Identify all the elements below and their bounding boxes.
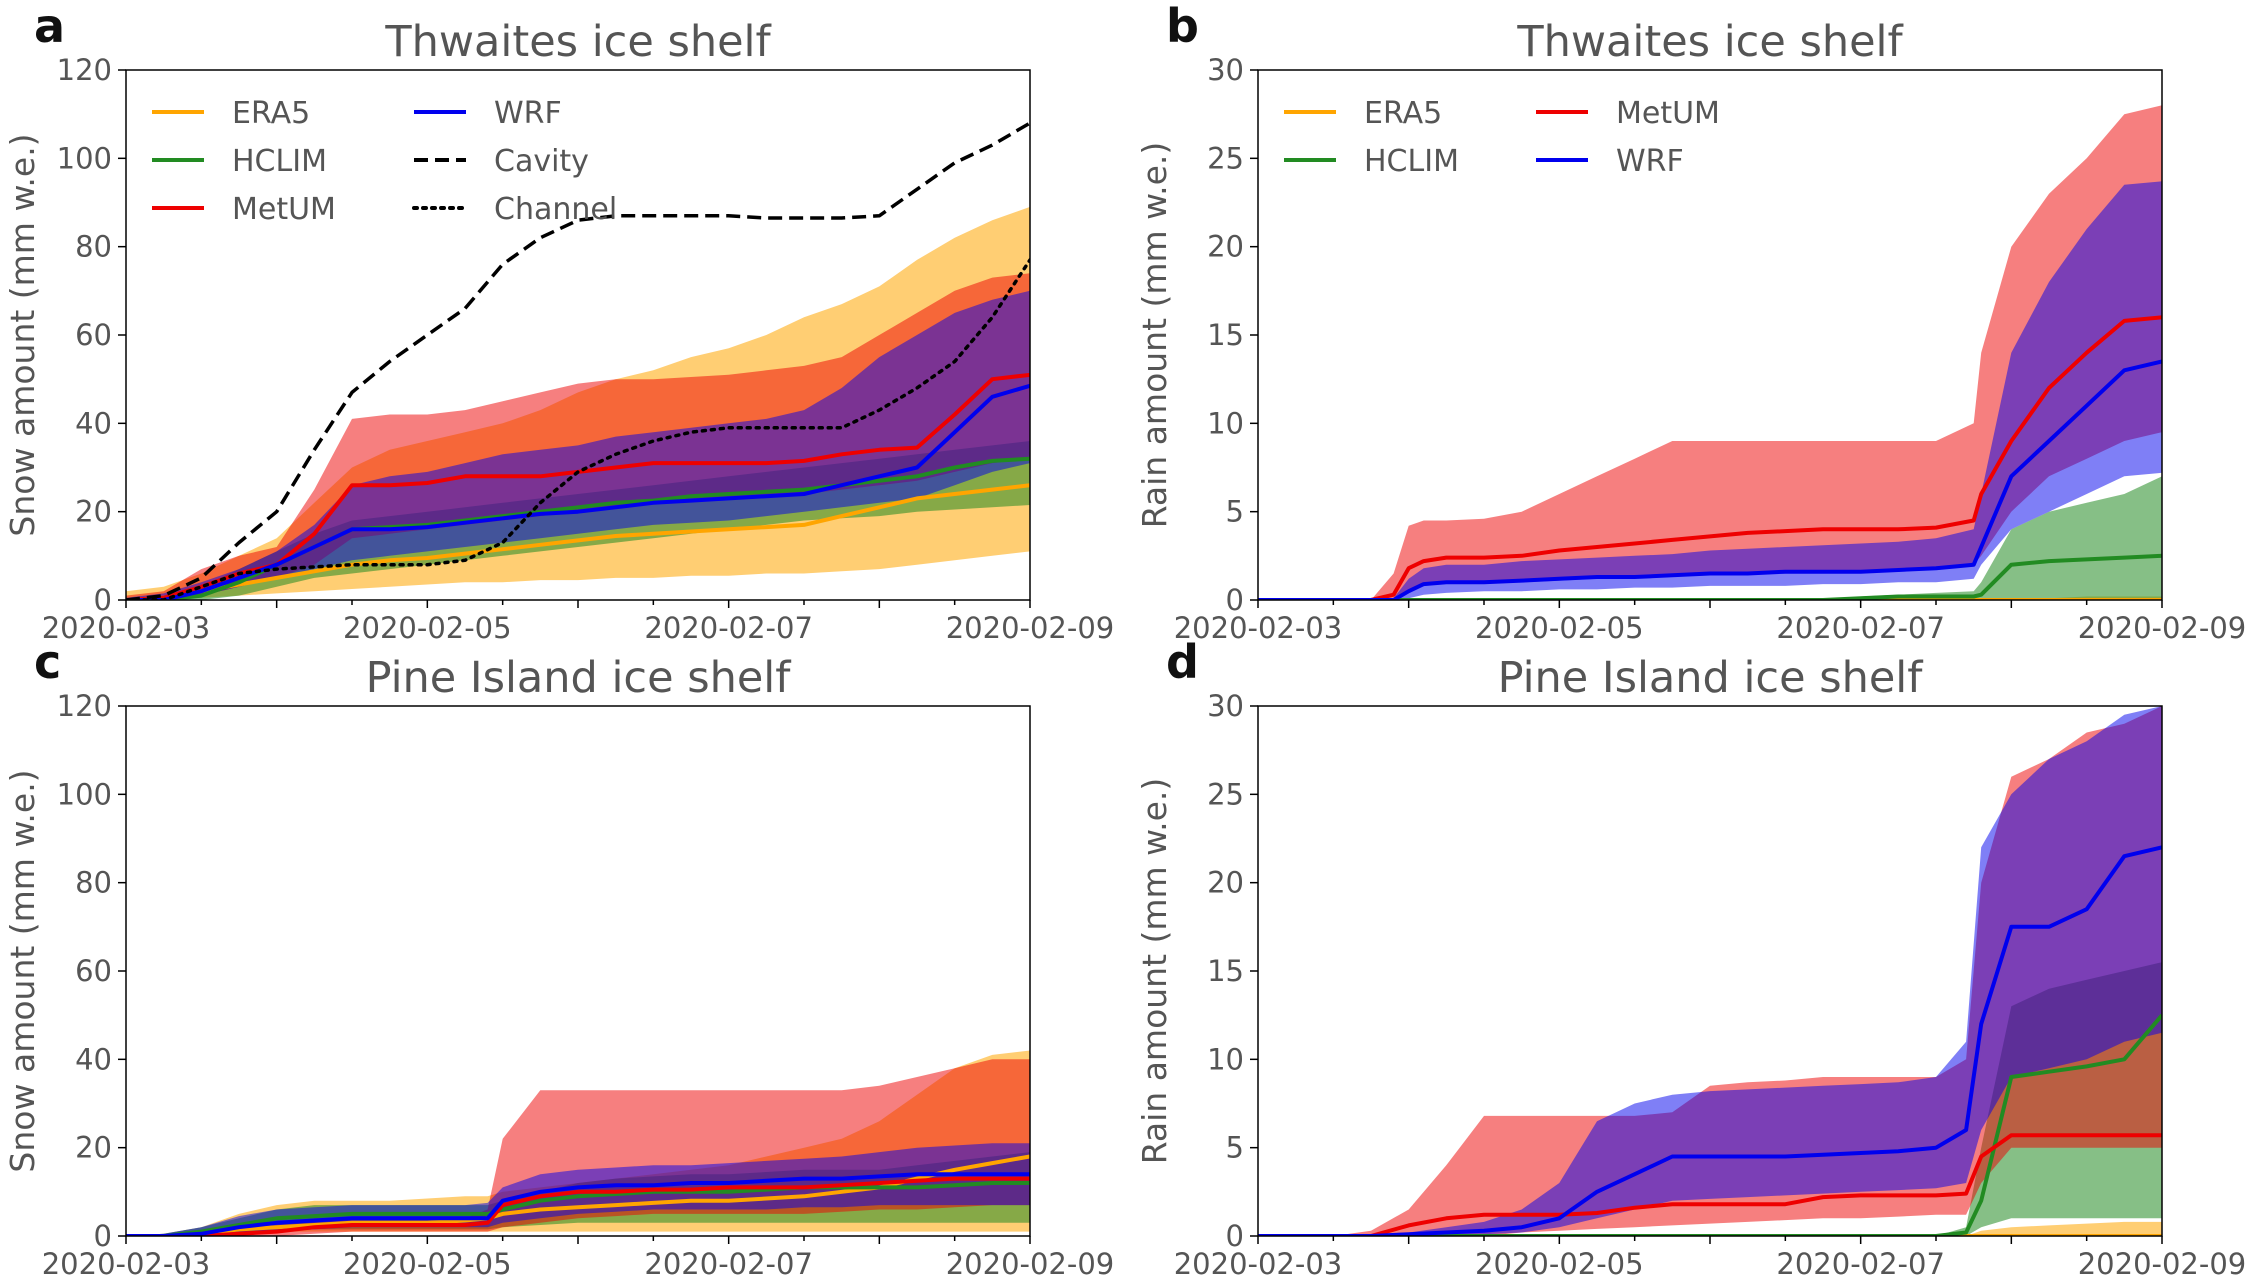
- legend: ERA5 HCLIM MetUM WRF: [1284, 96, 1720, 179]
- y-tick-label: 120: [57, 689, 112, 723]
- plot-area: [1258, 706, 2162, 1236]
- y-tick-label: 20: [75, 495, 112, 529]
- x-tick-label: 2020-02-09: [2078, 611, 2247, 645]
- panel-label: c: [34, 635, 61, 689]
- y-tick-label: 0: [94, 583, 112, 617]
- y-tick-label: 20: [75, 1131, 112, 1165]
- chart-title: Pine Island ice shelf: [1498, 653, 1924, 703]
- band-wrf: [126, 290, 1030, 600]
- panel-label: a: [34, 0, 65, 53]
- x-tick-label: 2020-02-05: [1475, 611, 1644, 645]
- panel-label: b: [1166, 0, 1199, 53]
- series-line-wrf: [1258, 359, 2162, 600]
- y-tick-label: 60: [75, 318, 112, 352]
- series-line-hclim: [1258, 553, 2162, 600]
- y-axis-label: Snow amount (mm w.e.): [3, 769, 42, 1172]
- panel-b: 0 5 10 15 20 25 30 2020-02-03 2020-02-05 2020-02-…: [1135, 0, 2246, 645]
- series-line-wrf: [126, 1172, 1030, 1236]
- legend-label-cavity: Cavity: [494, 144, 589, 179]
- plot-area: [1258, 105, 2162, 600]
- plot-area: [126, 121, 1030, 600]
- chart-title: Thwaites ice shelf: [384, 17, 771, 67]
- band-wrf: [1258, 706, 2162, 1236]
- y-tick-label: 60: [75, 954, 112, 988]
- x-tick-label: 2020-02-05: [343, 1247, 512, 1279]
- band-hclim: [1258, 476, 2162, 600]
- y-tick-label: 25: [1207, 141, 1244, 175]
- chart-title: Thwaites ice shelf: [1516, 17, 1903, 67]
- legend-label-wrf: WRF: [1616, 144, 1684, 179]
- legend-label-metum: MetUM: [1616, 96, 1720, 131]
- series-line-metum: [1258, 1133, 2162, 1236]
- band-metum: [1258, 105, 2162, 600]
- series-line-wrf: [1258, 845, 2162, 1236]
- y-tick-label: 25: [1207, 777, 1244, 811]
- series-line-wrf: [126, 383, 1030, 600]
- panel-d: 0 5 10 15 20 25 30 2020-02-03 2020-02-05 2020-02-…: [1135, 635, 2246, 1279]
- y-axis-label: Rain amount (mm w.e.): [1135, 778, 1174, 1165]
- series-line-metum: [126, 1176, 1030, 1236]
- legend-label-channel: Channel: [494, 192, 617, 227]
- y-tick-label: 80: [75, 230, 112, 264]
- y-axis-label: Rain amount (mm w.e.): [1135, 142, 1174, 529]
- x-tick-label: 2020-02-03: [1174, 1247, 1343, 1279]
- x-tick-label: 2020-02-07: [1776, 611, 1945, 645]
- y-tick-label: 80: [75, 866, 112, 900]
- legend-label-wrf: WRF: [494, 96, 562, 131]
- x-tick-label: 2020-02-09: [946, 1247, 1115, 1279]
- x-tick-label: 2020-02-03: [42, 611, 211, 645]
- y-tick-label: 15: [1207, 954, 1244, 988]
- legend-label-hclim: HCLIM: [232, 144, 327, 179]
- x-tick-label: 2020-02-09: [2078, 1247, 2247, 1279]
- y-tick-label: 10: [1207, 406, 1244, 440]
- panel-a: 0 20 40 60 80 100 120 2020-02-03 2020-02-05 2020-…: [3, 0, 1114, 645]
- x-tick-label: 2020-02-05: [343, 611, 512, 645]
- x-tick-label: 2020-02-07: [644, 1247, 813, 1279]
- panel-c: 0 20 40 60 80 100 120 2020-02-03 2020-02-05 2020-…: [3, 635, 1114, 1279]
- y-axis-label: Snow amount (mm w.e.): [3, 133, 42, 536]
- chart-title: Pine Island ice shelf: [366, 653, 792, 703]
- y-tick-label: 100: [57, 141, 112, 175]
- y-tick-label: 20: [1207, 230, 1244, 264]
- series-line-cavity: [126, 121, 1030, 600]
- x-tick-label: 2020-02-07: [644, 611, 813, 645]
- x-tick-label: 2020-02-07: [1776, 1247, 1945, 1279]
- y-tick-label: 15: [1207, 318, 1244, 352]
- y-tick-label: 5: [1226, 1131, 1244, 1165]
- legend-label-era5: ERA5: [1364, 96, 1442, 131]
- legend-label-hclim: HCLIM: [1364, 144, 1459, 179]
- legend: ERA5 HCLIM MetUM WRF Cavity Channel: [152, 96, 617, 227]
- x-tick-label: 2020-02-05: [1475, 1247, 1644, 1279]
- y-tick-label: 10: [1207, 1042, 1244, 1076]
- y-tick-label: 100: [57, 777, 112, 811]
- panel-label: d: [1166, 635, 1199, 689]
- series-line-era5: [126, 483, 1030, 600]
- y-tick-label: 5: [1226, 495, 1244, 529]
- legend-label-era5: ERA5: [232, 96, 310, 131]
- series-line-channel: [126, 258, 1030, 600]
- y-tick-label: 120: [57, 53, 112, 87]
- series-line-hclim: [1258, 1013, 2162, 1236]
- y-tick-label: 30: [1207, 53, 1244, 87]
- y-tick-label: 0: [1226, 1219, 1244, 1253]
- y-tick-label: 40: [75, 1042, 112, 1076]
- y-tick-label: 20: [1207, 866, 1244, 900]
- plot-area: [126, 1050, 1030, 1236]
- legend-label-metum: MetUM: [232, 192, 336, 227]
- y-tick-label: 40: [75, 406, 112, 440]
- x-tick-label: 2020-02-03: [1174, 611, 1343, 645]
- y-tick-label: 0: [94, 1219, 112, 1253]
- series-line-metum: [1258, 315, 2162, 600]
- y-tick-label: 0: [1226, 583, 1244, 617]
- series-line-hclim: [126, 1181, 1030, 1236]
- x-tick-label: 2020-02-03: [42, 1247, 211, 1279]
- x-tick-label: 2020-02-09: [946, 611, 1115, 645]
- y-tick-label: 30: [1207, 689, 1244, 723]
